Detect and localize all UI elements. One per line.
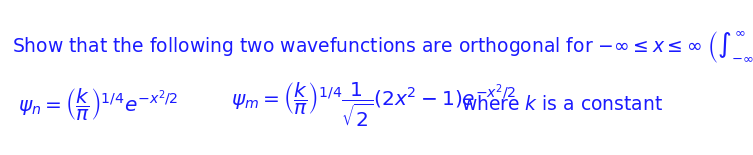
Text: $\psi_m = \left(\dfrac{k}{\pi}\right)^{1/4} \dfrac{1}{\sqrt{2}}(2x^2 - 1)e^{-x^2: $\psi_m = \left(\dfrac{k}{\pi}\right)^{1… [231,81,517,129]
Text: Show that the following two wavefunctions are orthogonal for $-\infty \leq x \le: Show that the following two wavefunction… [12,29,753,65]
Text: $\psi_n = \left(\dfrac{k}{\pi}\right)^{1/4} e^{-x^2/2}$: $\psi_n = \left(\dfrac{k}{\pi}\right)^{1… [18,87,178,123]
Text: where $k$ is a constant: where $k$ is a constant [462,95,663,114]
